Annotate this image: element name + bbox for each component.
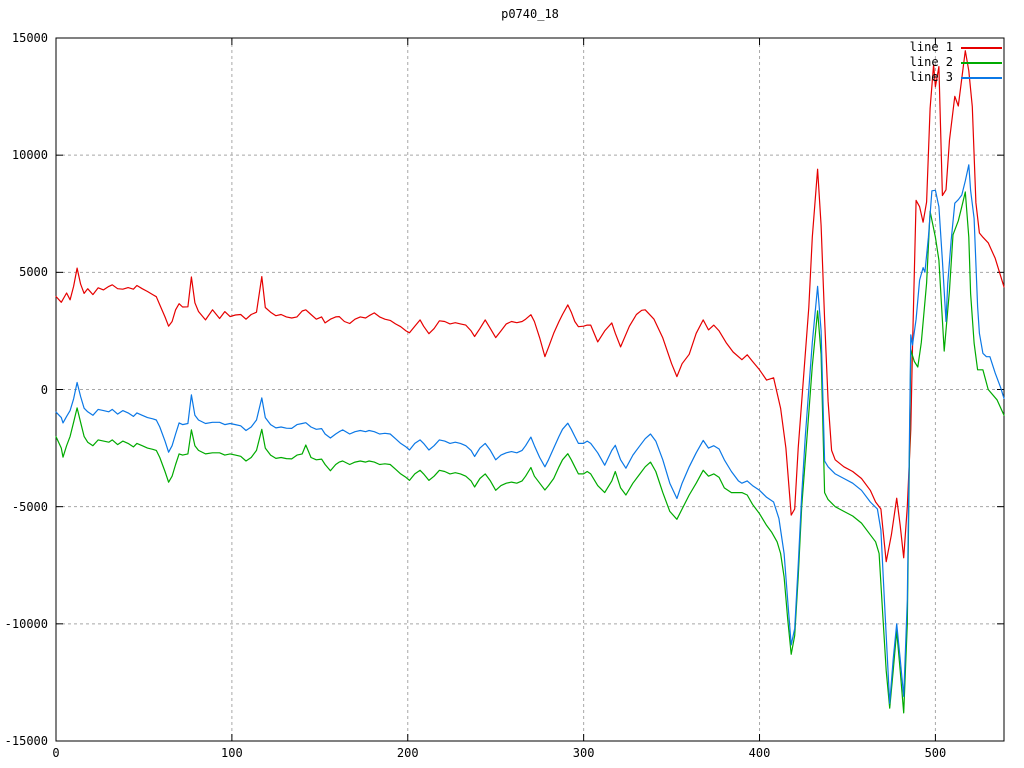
x-tick-label-0: 0 bbox=[52, 746, 60, 760]
y-tick-label-15000: 15000 bbox=[11, 31, 48, 45]
y-tick-label--15000: -15000 bbox=[4, 734, 48, 748]
legend: line 1 line 2 line 3 bbox=[910, 40, 1002, 85]
y-tick-label--10000: -10000 bbox=[4, 616, 48, 631]
y-tick-label-10000: 10000 bbox=[11, 148, 48, 163]
y-tick-label-0: 0 bbox=[40, 382, 48, 397]
series-line-3 bbox=[55, 164, 1005, 705]
y-tick-label--5000: -5000 bbox=[11, 499, 48, 514]
legend-swatch-line1 bbox=[961, 46, 1002, 49]
legend-swatch-line2 bbox=[961, 61, 1002, 64]
x-tick-label-100: 100 bbox=[221, 746, 243, 760]
legend-swatch-line3 bbox=[961, 76, 1002, 79]
legend-item-line2: line 2 bbox=[910, 55, 1002, 70]
legend-item-line3: line 3 bbox=[910, 70, 1002, 85]
x-tick-label-200: 200 bbox=[396, 746, 419, 760]
legend-label-line1: line 1 bbox=[909, 40, 953, 54]
x-tick-label-500: 500 bbox=[924, 746, 947, 760]
chart-title: p0740_18 bbox=[501, 7, 559, 21]
x-tick-label-300: 300 bbox=[572, 746, 595, 760]
legend-label-line2: line 2 bbox=[909, 55, 953, 69]
y-tick-label-5000: 5000 bbox=[19, 265, 48, 280]
series-line-1 bbox=[55, 50, 1005, 563]
legend-item-line1: line 1 bbox=[910, 40, 1002, 55]
series-line-2 bbox=[55, 191, 1005, 714]
legend-label-line3: line 3 bbox=[909, 70, 953, 84]
x-tick-label-400: 400 bbox=[748, 746, 771, 760]
